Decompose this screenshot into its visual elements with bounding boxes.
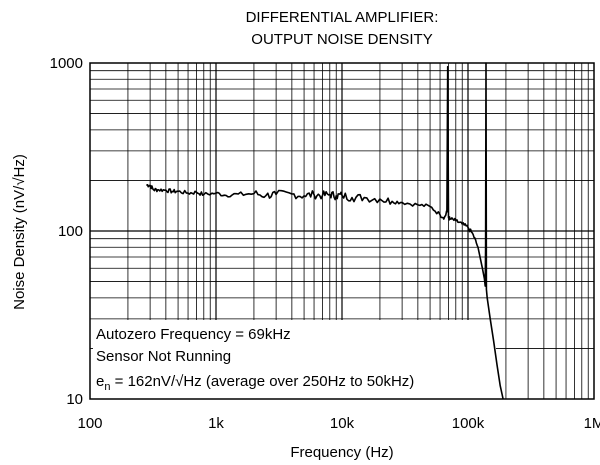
annotation-en-text: = 162nV/√Hz (average over 250Hz to 50kHz… [110,373,414,390]
chart-title-line-1: DIFFERENTIAL AMPLIFIER: [246,9,439,26]
annotation-autozero: Autozero Frequency = 69kHz [96,326,291,343]
y-tick-label: 10 [66,391,83,408]
x-tick-label: 100 [77,415,102,432]
annotation-background [93,320,496,399]
annotation-en-subscript: n [104,381,110,393]
x-tick-label: 10k [330,415,355,432]
annotation-box: Autozero Frequency = 69kHz Sensor Not Ru… [93,320,496,399]
y-tick-label: 100 [58,223,83,240]
x-tick-label: 1M [584,415,600,432]
tick-labels: 100 1k 10k 100k 1M 10 100 1000 [50,55,600,432]
annotation-en-symbol: e [96,373,104,390]
x-axis-title: Frequency (Hz) [290,444,393,461]
y-tick-label: 1000 [50,55,83,72]
annotation-noise-average: en = 162nV/√Hz (average over 250Hz to 50… [96,373,414,393]
plot-frame [89,62,595,400]
x-tick-label: 1k [208,415,224,432]
noise-density-series-line [146,62,504,400]
x-tick-label: 100k [452,415,485,432]
annotation-sensor: Sensor Not Running [96,348,231,365]
chart-title-line-2: OUTPUT NOISE DENSITY [251,31,432,48]
y-axis-title: Noise Density (nV/√Hz) [11,154,28,310]
